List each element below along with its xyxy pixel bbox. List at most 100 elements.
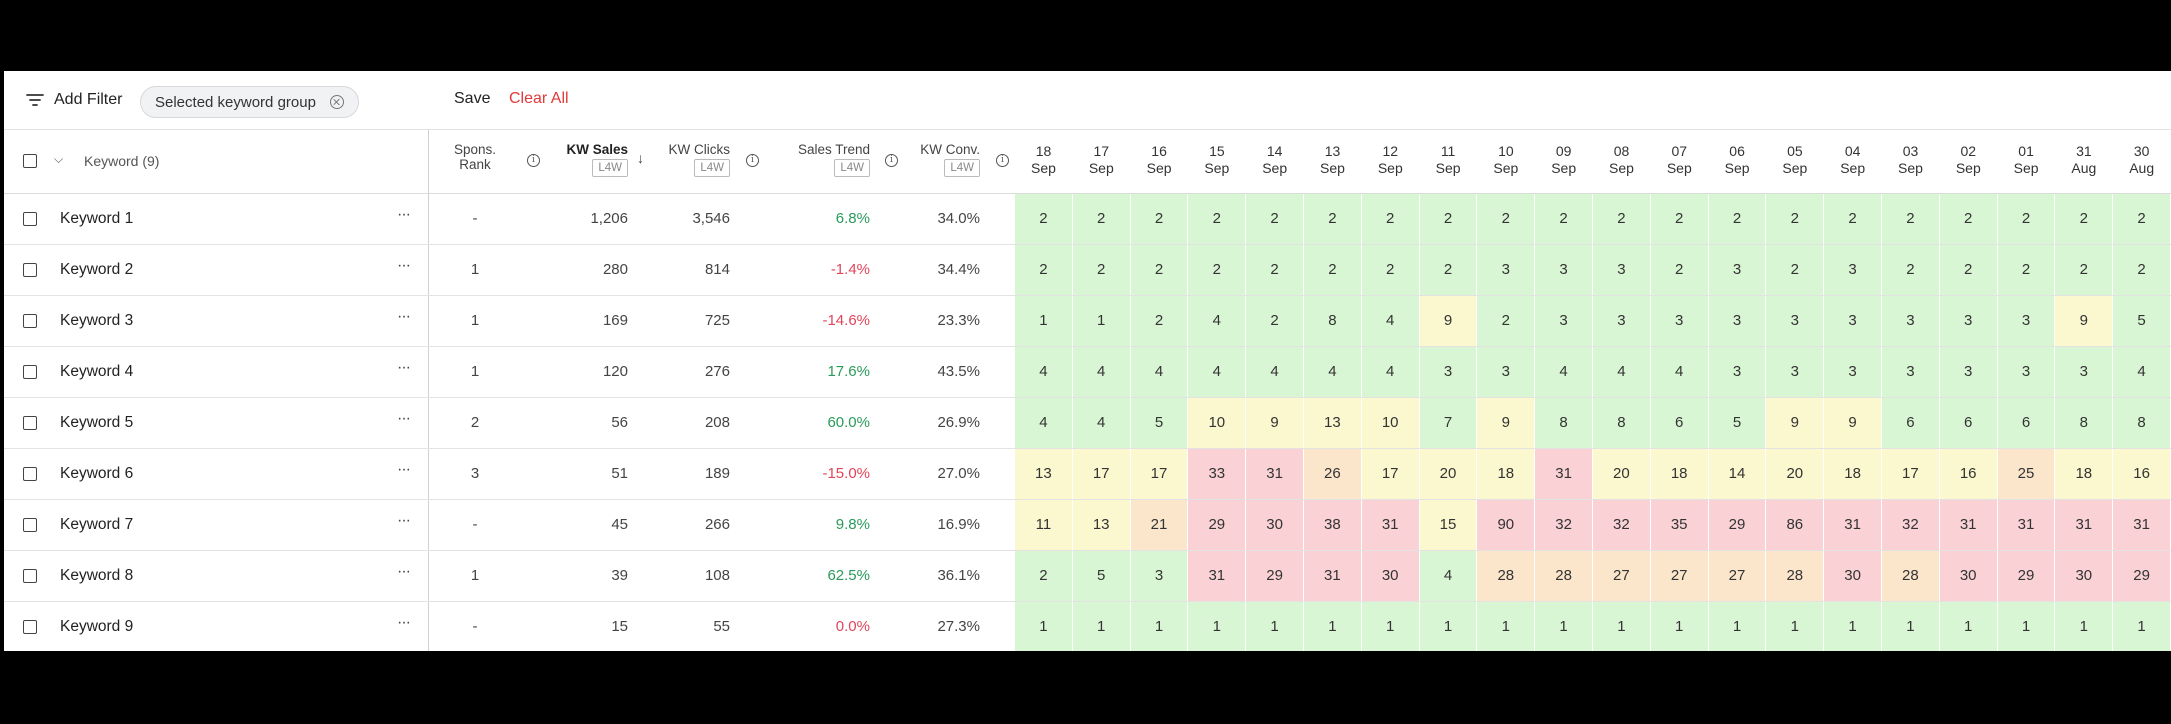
kw-clicks-info-icon[interactable]: i (746, 154, 759, 167)
rank-cell[interactable]: 2 (1997, 194, 2056, 244)
sales-trend-info-icon[interactable]: i (885, 154, 898, 167)
rank-cell[interactable]: 3 (1824, 347, 1882, 397)
rank-cell[interactable]: 4 (1072, 347, 1131, 397)
rank-cell[interactable]: 18 (1650, 449, 1709, 499)
rank-cell[interactable]: 2 (1766, 245, 1825, 295)
rank-cell[interactable]: 32 (1593, 500, 1651, 550)
rank-cell[interactable]: 25 (1997, 449, 2056, 499)
rank-cell[interactable]: 3 (1939, 347, 1998, 397)
rank-cell[interactable]: 29 (1708, 500, 1767, 550)
rank-cell[interactable]: 17 (1130, 449, 1189, 499)
rank-cell[interactable]: 4 (1535, 347, 1593, 397)
rank-cell[interactable]: 2 (1304, 245, 1362, 295)
rank-cell[interactable]: 9 (1246, 398, 1304, 448)
rank-cell[interactable]: 8 (1593, 398, 1651, 448)
row-menu-button[interactable]: ··· (397, 563, 411, 580)
rank-cell[interactable]: 2 (2055, 194, 2114, 244)
rank-cell[interactable]: 2 (1072, 245, 1131, 295)
rank-cell[interactable]: 27 (1708, 551, 1767, 601)
rank-cell[interactable]: 4 (1650, 347, 1709, 397)
rank-cell[interactable]: 2 (1477, 296, 1536, 346)
rank-cell[interactable]: 3 (1882, 347, 1940, 397)
date-column-header[interactable]: 04 Sep (1824, 143, 1881, 177)
rank-cell[interactable]: 1 (2113, 602, 2171, 651)
rank-cell[interactable]: 3 (1708, 347, 1767, 397)
rank-cell[interactable]: 1 (1130, 602, 1189, 651)
rank-cell[interactable]: 29 (2113, 551, 2171, 601)
rank-cell[interactable]: 3 (1939, 296, 1998, 346)
row-checkbox[interactable] (23, 263, 37, 277)
rank-cell[interactable]: 3 (2055, 347, 2114, 397)
rank-cell[interactable]: 1 (1072, 296, 1131, 346)
rank-cell[interactable]: 31 (1997, 500, 2056, 550)
rank-cell[interactable]: 4 (1015, 347, 1073, 397)
rank-cell[interactable]: 9 (1824, 398, 1882, 448)
row-menu-button[interactable]: ··· (397, 410, 411, 427)
rank-cell[interactable]: 1 (1766, 602, 1825, 651)
rank-cell[interactable]: 2 (1015, 194, 1073, 244)
kw-clicks-header[interactable]: KW Clicks L4W (644, 130, 730, 193)
rank-cell[interactable]: 1 (1072, 602, 1131, 651)
rank-cell[interactable]: 2 (1361, 245, 1420, 295)
rank-cell[interactable]: 1 (1650, 602, 1709, 651)
kw-conv-info-icon[interactable]: i (996, 154, 1009, 167)
date-column-header[interactable]: 14 Sep (1246, 143, 1303, 177)
rank-cell[interactable]: 8 (2055, 398, 2114, 448)
rank-cell[interactable]: 9 (1766, 398, 1825, 448)
row-menu-button[interactable]: ··· (397, 308, 411, 325)
rank-cell[interactable]: 31 (1361, 500, 1420, 550)
rank-cell[interactable]: 3 (1997, 347, 2056, 397)
kw-sales-header[interactable]: KW Sales L4W (544, 130, 628, 193)
rank-cell[interactable]: 2 (1246, 194, 1304, 244)
rank-cell[interactable]: 17 (1072, 449, 1131, 499)
rank-cell[interactable]: 20 (1419, 449, 1478, 499)
table-row[interactable]: Keyword 7 ··· -45 266 9.8% 16.9% 11 13 21 29 30 38 3… (4, 500, 2171, 551)
table-row[interactable]: Keyword 9 ··· -15 55 0.0% 27.3% 1 1 1 1 1 1 1 1 1 1 1 1 1 1… (4, 602, 2171, 651)
save-button[interactable]: Save (454, 90, 491, 107)
table-row[interactable]: Keyword 6 ··· 3 51 189 -15.0% 27.0% 13 17 17 33 31 2… (4, 449, 2171, 500)
rank-cell[interactable]: 2 (1650, 194, 1709, 244)
rank-cell[interactable]: 18 (1824, 449, 1882, 499)
rank-cell[interactable]: 1 (1188, 602, 1247, 651)
rank-cell[interactable]: 1 (1246, 602, 1304, 651)
rank-cell[interactable]: 1 (1708, 602, 1767, 651)
remove-chip-icon[interactable] (329, 95, 344, 109)
rank-cell[interactable]: 4 (1246, 347, 1304, 397)
row-menu-button[interactable]: ··· (397, 257, 411, 274)
rank-cell[interactable]: 30 (2055, 551, 2114, 601)
rank-cell[interactable]: 3 (1419, 347, 1478, 397)
rank-cell[interactable]: 2 (1419, 194, 1478, 244)
chevron-down-icon[interactable]: ⌵ (54, 152, 64, 166)
rank-cell[interactable]: 2 (1015, 551, 1073, 601)
rank-cell[interactable]: 32 (1882, 500, 1940, 550)
rank-cell[interactable]: 86 (1766, 500, 1825, 550)
rank-cell[interactable]: 2 (1939, 245, 1998, 295)
rank-cell[interactable]: 3 (1708, 296, 1767, 346)
select-all-checkbox[interactable] (23, 154, 37, 168)
rank-cell[interactable]: 1 (1419, 602, 1478, 651)
rank-cell[interactable]: 2 (1766, 194, 1825, 244)
rank-cell[interactable]: 4 (1361, 296, 1420, 346)
rank-cell[interactable]: 1 (1939, 602, 1998, 651)
rank-cell[interactable]: 2 (2113, 245, 2171, 295)
rank-cell[interactable]: 1 (1477, 602, 1536, 651)
rank-cell[interactable]: 2 (1015, 245, 1073, 295)
kw-conv-header[interactable]: KW Conv. L4W (904, 130, 980, 193)
rank-cell[interactable]: 6 (1939, 398, 1998, 448)
rank-cell[interactable]: 3 (1997, 296, 2056, 346)
date-column-header[interactable]: 01 Sep (1998, 143, 2055, 177)
rank-cell[interactable]: 2 (1130, 194, 1189, 244)
rank-cell[interactable]: 4 (1304, 347, 1362, 397)
rank-cell[interactable]: 28 (1766, 551, 1825, 601)
date-column-header[interactable]: 09 Sep (1535, 143, 1592, 177)
rank-cell[interactable]: 3 (1477, 347, 1536, 397)
date-column-header[interactable]: 12 Sep (1362, 143, 1419, 177)
rank-cell[interactable]: 1 (2055, 602, 2114, 651)
rank-cell[interactable]: 28 (1882, 551, 1940, 601)
clear-all-button[interactable]: Clear All (509, 90, 569, 107)
rank-cell[interactable]: 2 (1650, 245, 1709, 295)
rank-cell[interactable]: 2 (2113, 194, 2171, 244)
rank-cell[interactable]: 18 (2055, 449, 2114, 499)
rank-cell[interactable]: 10 (1188, 398, 1247, 448)
rank-cell[interactable]: 2 (1708, 194, 1767, 244)
